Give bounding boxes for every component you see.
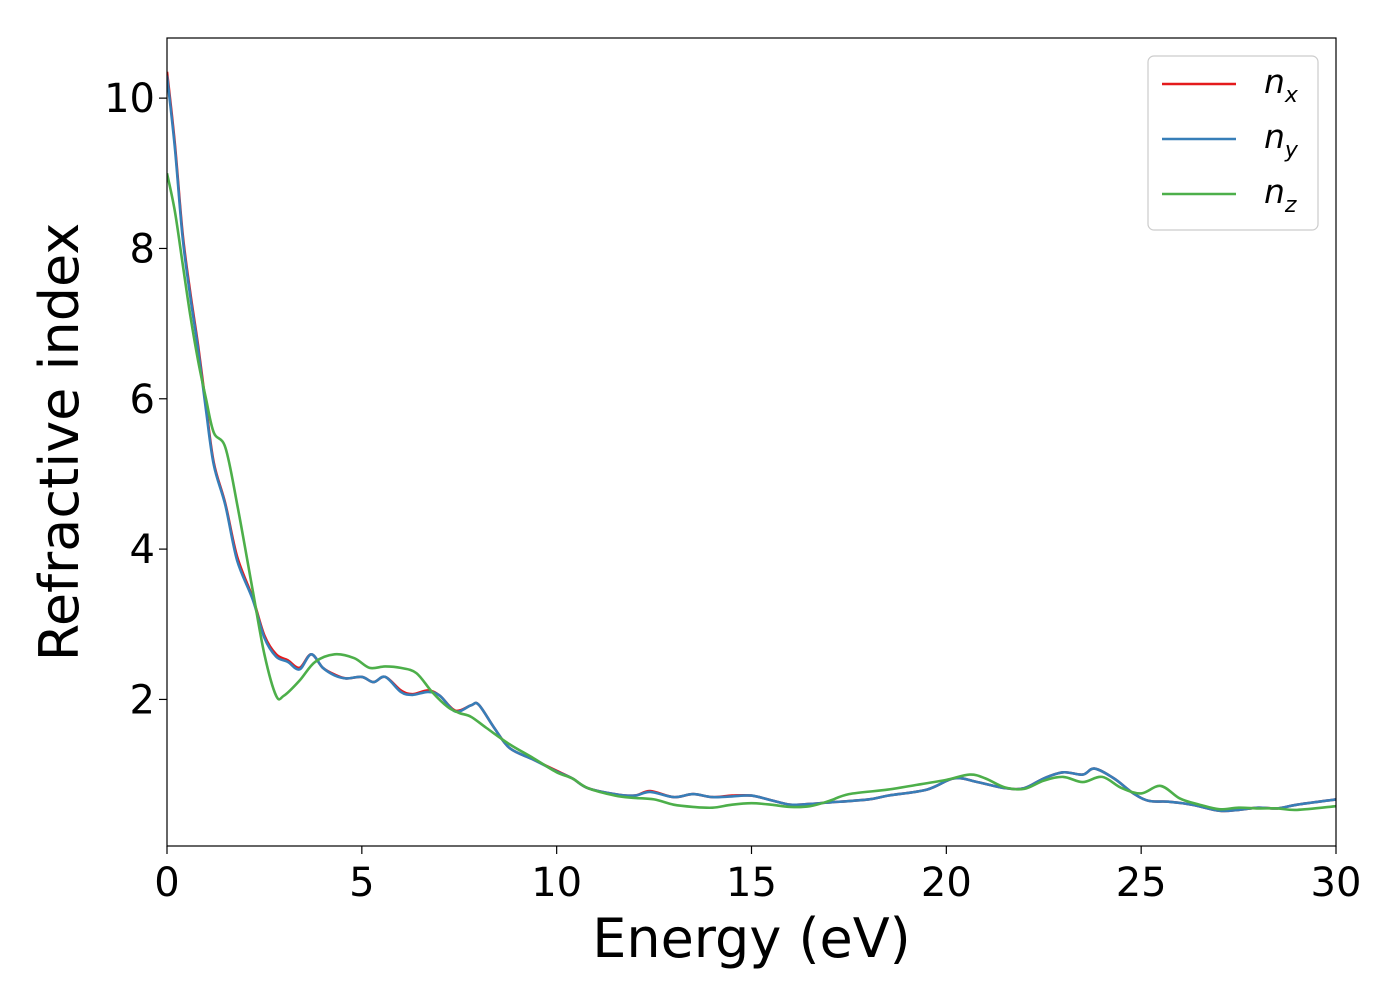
x-tick-label: 30 [1311, 860, 1362, 906]
legend-box [1147, 55, 1319, 231]
y-tick-label: 8 [130, 226, 155, 272]
y-axis-label: Refractive index [28, 223, 91, 662]
tick-layer: 0 5 10 15 20 25 30 2 4 6 8 10 [104, 76, 1361, 906]
plot-frame [166, 37, 1337, 847]
legend-label-nx: nx [1264, 62, 1299, 108]
y-tick-label: 6 [130, 377, 155, 423]
series-line-nz [167, 173, 1336, 812]
y-tick-label: 2 [130, 677, 155, 723]
x-tick-label: 15 [726, 860, 777, 906]
plot-area [167, 71, 1336, 813]
x-tick-label: 25 [1116, 860, 1167, 906]
y-tick-label: 10 [104, 76, 155, 122]
x-tick-label: 10 [531, 860, 582, 906]
y-tick-label: 4 [130, 527, 155, 573]
x-axis-label: Energy (eV) [592, 907, 911, 970]
x-tick-label: 0 [154, 860, 179, 906]
x-tick-label: 20 [921, 860, 972, 906]
x-tick-label: 5 [349, 860, 374, 906]
